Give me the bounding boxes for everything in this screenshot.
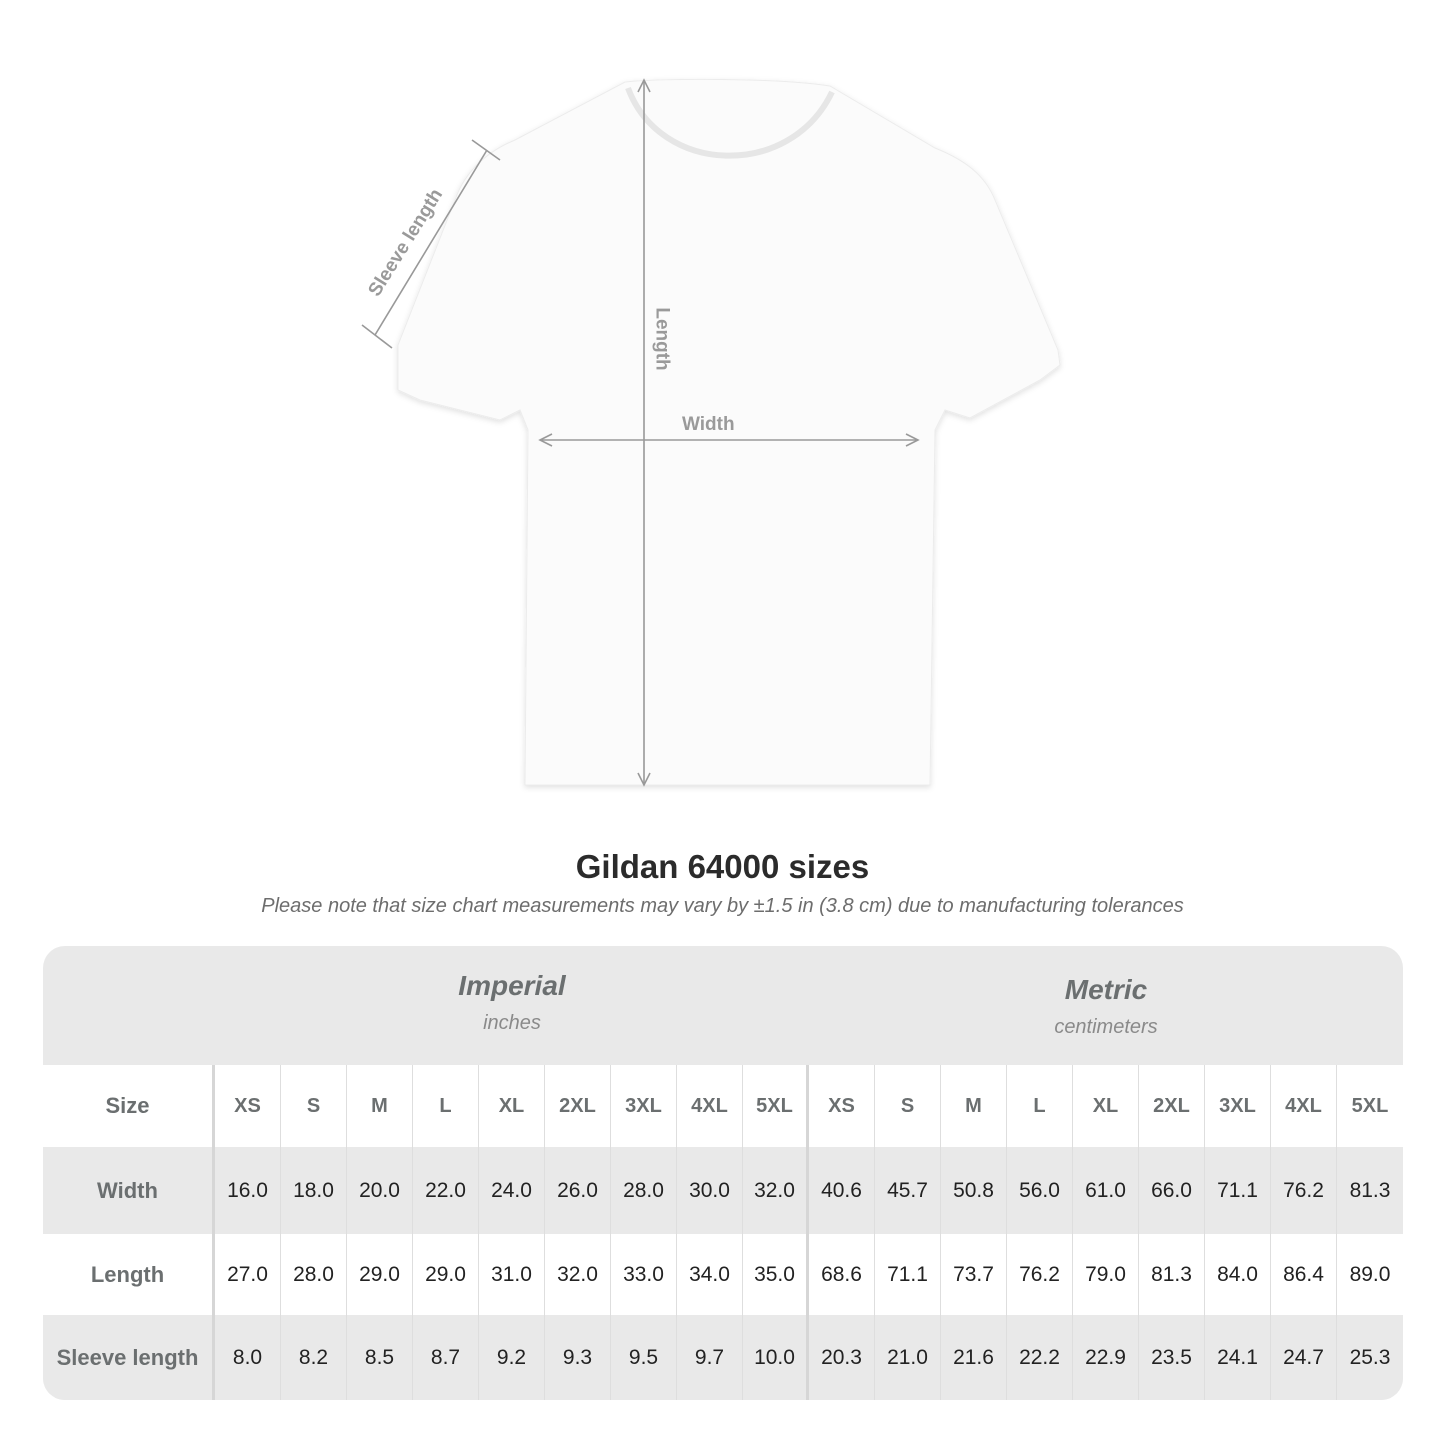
metric-value-cell: 76.2 xyxy=(1271,1147,1337,1234)
metric-value-cell: 71.1 xyxy=(1205,1147,1271,1234)
size-header-cell: M xyxy=(347,1065,413,1147)
size-header-cell: XL xyxy=(479,1065,545,1147)
imperial-value-cell: 31.0 xyxy=(479,1234,545,1315)
table-row: Sleeve length 8.0 8.2 8.5 8.7 9.2 9.3 9.5 9.7 10.… xyxy=(43,1315,1403,1400)
imperial-value-cell: 32.0 xyxy=(545,1234,611,1315)
metric-value-cell: 50.8 xyxy=(941,1147,1007,1234)
t-shirt-body xyxy=(397,78,1061,786)
size-header-cell: 2XL xyxy=(545,1065,611,1147)
metric-value-cell: 45.7 xyxy=(875,1147,941,1234)
metric-unit: centimeters xyxy=(1054,1016,1158,1038)
metric-value-cell: 73.7 xyxy=(941,1234,1007,1315)
imperial-value-cell: 8.7 xyxy=(413,1315,479,1400)
page-title: Gildan 64000 sizes xyxy=(575,848,870,885)
metric-value-cell: 22.2 xyxy=(1007,1315,1073,1400)
row-label: Length xyxy=(43,1234,215,1315)
metric-value-cell: 86.4 xyxy=(1271,1234,1337,1315)
metric-value-cell: 56.0 xyxy=(1007,1147,1073,1234)
size-header-cell: S xyxy=(875,1065,941,1147)
imperial-value-cell: 16.0 xyxy=(215,1147,281,1234)
row-label: Sleeve length xyxy=(43,1315,215,1400)
imperial-value-cell: 20.0 xyxy=(347,1147,413,1234)
imperial-value-cell: 9.2 xyxy=(479,1315,545,1400)
size-header-row: Size XS S M L XL 2XL 3XL 4XL 5XL XS S M L XL 2XL 3XL 4XL 5… xyxy=(43,1065,1403,1147)
row-label: Size xyxy=(43,1065,215,1147)
metric-value-cell: 76.2 xyxy=(1007,1234,1073,1315)
metric-value-cell: 81.3 xyxy=(1139,1234,1205,1315)
imperial-value-cell: 28.0 xyxy=(281,1234,347,1315)
metric-value-cell: 24.1 xyxy=(1205,1315,1271,1400)
length-annotation: Length xyxy=(651,307,673,371)
metric-value-cell: 25.3 xyxy=(1349,1345,1391,1369)
metric-value-cell: 81.3 xyxy=(1349,1178,1391,1202)
imperial-value-cell: 24.0 xyxy=(479,1147,545,1234)
imperial-label: Imperial xyxy=(458,970,566,1001)
imperial-value-cell: 8.2 xyxy=(281,1315,347,1400)
imperial-value-cell: 9.5 xyxy=(611,1315,677,1400)
imperial-value-cell: 8.0 xyxy=(215,1315,281,1400)
width-arrow xyxy=(538,433,920,447)
size-header-cell: XS xyxy=(809,1065,875,1147)
size-header-cell: 4XL xyxy=(1271,1065,1337,1147)
table-row: Length 27.0 28.0 29.0 29.0 31.0 32.0 33.0 34.0 35… xyxy=(43,1234,1403,1315)
metric-value-cell: 79.0 xyxy=(1073,1234,1139,1315)
size-header-cell: M xyxy=(941,1065,1007,1147)
imperial-value-cell: 8.5 xyxy=(347,1315,413,1400)
imperial-value-cell: 28.0 xyxy=(611,1147,677,1234)
tolerance-note: Please note that size chart measurements… xyxy=(261,895,1184,917)
size-header-cell: L xyxy=(1007,1065,1073,1147)
imperial-value-cell: 27.0 xyxy=(215,1234,281,1315)
size-header-cell: 2XL xyxy=(1139,1065,1205,1147)
metric-value-cell: 71.1 xyxy=(875,1234,941,1315)
size-header-cell: L xyxy=(413,1065,479,1147)
imperial-value-cell: 22.0 xyxy=(413,1147,479,1234)
metric-value-cell: 68.6 xyxy=(809,1234,875,1315)
size-header-cell: 5XL xyxy=(743,1065,809,1147)
metric-value-cell: 84.0 xyxy=(1205,1234,1271,1315)
imperial-value-cell: 18.0 xyxy=(281,1147,347,1234)
imperial-unit: inches xyxy=(483,1012,541,1034)
imperial-value-cell: 9.7 xyxy=(677,1315,743,1400)
imperial-value-cell: 33.0 xyxy=(611,1234,677,1315)
size-header-cell: XL xyxy=(1073,1065,1139,1147)
imperial-value-cell: 32.0 xyxy=(743,1147,809,1234)
size-header-cell: 4XL xyxy=(677,1065,743,1147)
metric-value-cell: 61.0 xyxy=(1073,1147,1139,1234)
metric-value-cell: 89.0 xyxy=(1349,1262,1391,1286)
metric-value-cell: 20.3 xyxy=(809,1315,875,1400)
size-table: Imperial inches Metric centimeters Size X… xyxy=(43,946,1403,1400)
imperial-value-cell: 9.3 xyxy=(545,1315,611,1400)
length-arrow xyxy=(637,78,651,787)
imperial-value-cell: 10.0 xyxy=(743,1315,809,1400)
imperial-value-cell: 34.0 xyxy=(677,1234,743,1315)
t-shirt-collar xyxy=(625,86,835,159)
width-annotation: Width xyxy=(682,414,735,435)
metric-value-cell: 21.6 xyxy=(941,1315,1007,1400)
size-header-cell: S xyxy=(281,1065,347,1147)
metric-header: Metric centimeters xyxy=(809,946,1403,1093)
metric-value-cell: 21.0 xyxy=(875,1315,941,1400)
imperial-value-cell: 26.0 xyxy=(545,1147,611,1234)
size-header-cell: XS xyxy=(215,1065,281,1147)
metric-value-cell: 40.6 xyxy=(809,1147,875,1234)
metric-label: Metric xyxy=(1064,974,1148,1005)
metric-value-cell: 66.0 xyxy=(1139,1147,1205,1234)
metric-value-cell: 24.7 xyxy=(1271,1315,1337,1400)
size-header-cell: 5XL xyxy=(1351,1094,1389,1117)
imperial-value-cell: 30.0 xyxy=(677,1147,743,1234)
imperial-value-cell: 29.0 xyxy=(413,1234,479,1315)
imperial-value-cell: 35.0 xyxy=(743,1234,809,1315)
imperial-header: Imperial inches xyxy=(215,946,809,1089)
size-header-cell: 3XL xyxy=(611,1065,677,1147)
metric-value-cell: 22.9 xyxy=(1073,1315,1139,1400)
sleeve-arrow xyxy=(361,139,501,349)
table-row: Width 16.0 18.0 20.0 22.0 24.0 26.0 28.0 30.0 32.… xyxy=(43,1147,1403,1234)
imperial-value-cell: 29.0 xyxy=(347,1234,413,1315)
size-header-cell: 3XL xyxy=(1205,1065,1271,1147)
row-label: Width xyxy=(43,1147,215,1234)
metric-value-cell: 23.5 xyxy=(1139,1315,1205,1400)
t-shirt-image xyxy=(361,78,1061,787)
